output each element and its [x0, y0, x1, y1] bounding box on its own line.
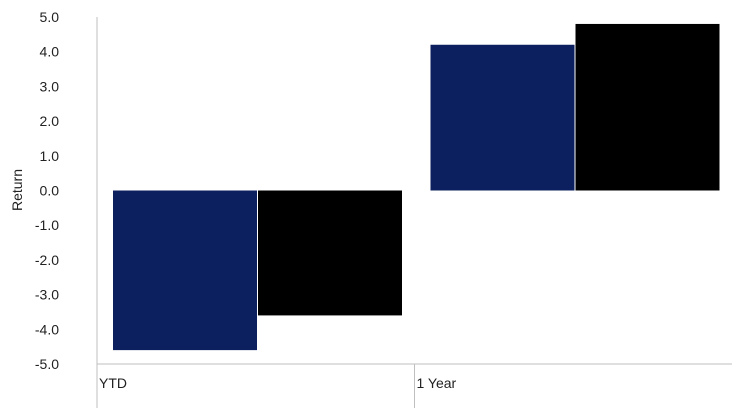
bar — [258, 190, 402, 316]
bars — [113, 23, 720, 351]
y-axis-ticks: 5.0 4.0 3.0 2.0 1.0 0.0 -1.0 -2.0 -3.0 -4.0 -5.0 — [35, 9, 59, 372]
x-axis-dividers — [96, 364, 415, 408]
x-category-label: YTD — [99, 375, 127, 391]
y-axis-title: Return — [9, 169, 25, 211]
bar — [113, 190, 257, 351]
y-tick-label: 5.0 — [40, 9, 60, 25]
y-tick-label: 4.0 — [40, 44, 60, 60]
y-tick-label: 2.0 — [40, 113, 60, 129]
y-tick-label: 0.0 — [40, 183, 60, 199]
x-axis-labels: YTD 1 Year — [99, 375, 457, 391]
y-tick-label: -2.0 — [35, 252, 59, 268]
bar — [430, 44, 575, 191]
y-tick-label: 3.0 — [40, 78, 60, 94]
y-tick-label: -3.0 — [35, 287, 59, 303]
bar — [575, 23, 720, 191]
y-tick-label: 1.0 — [40, 148, 60, 164]
x-category-label: 1 Year — [417, 375, 457, 391]
y-tick-label: -1.0 — [35, 217, 59, 233]
y-tick-label: -5.0 — [35, 356, 59, 372]
y-tick-label: -4.0 — [35, 321, 59, 337]
